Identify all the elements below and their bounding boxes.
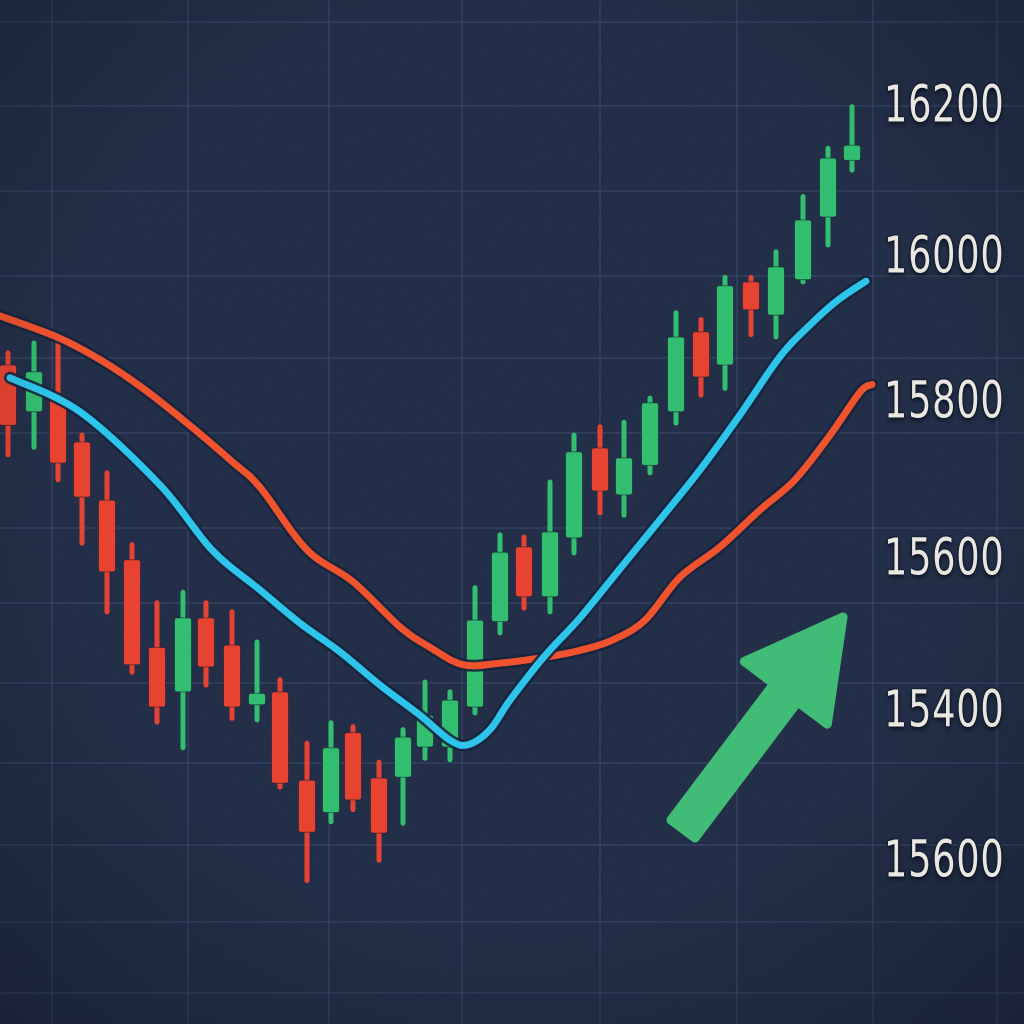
- vignette-overlay: [0, 0, 1024, 1024]
- candlestick-chart-canvas: [0, 0, 1024, 1024]
- price-chart: 16200 16000 15800 15600 15400 15600: [0, 0, 1024, 1024]
